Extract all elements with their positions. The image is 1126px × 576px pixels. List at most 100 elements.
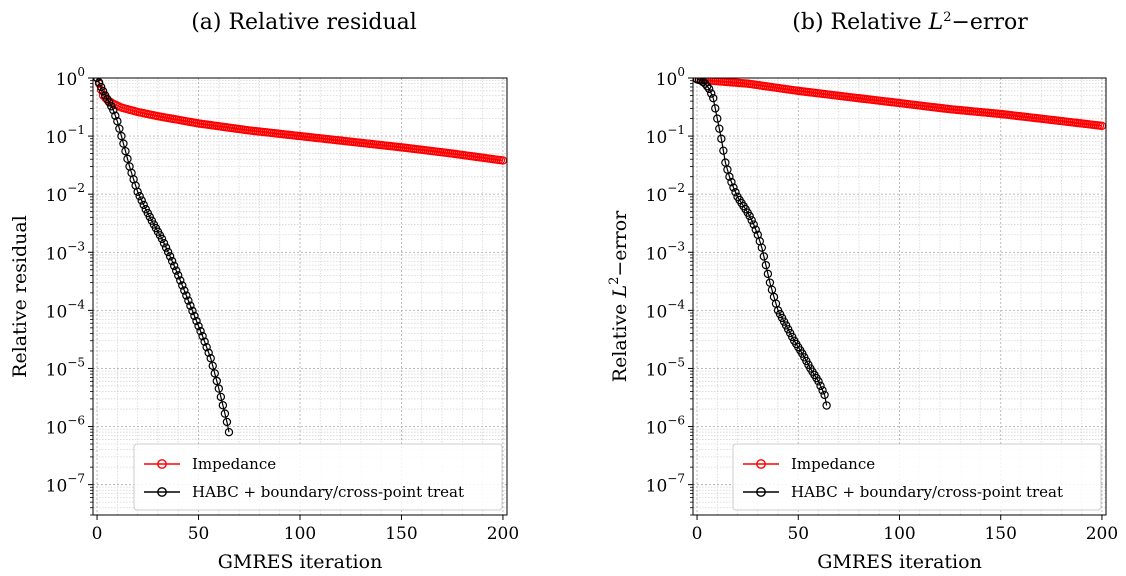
data-point-habc [167, 256, 177, 266]
data-point-habc [165, 252, 175, 261]
y-tick-label: 10−6 [646, 414, 685, 439]
data-point-habc [747, 216, 756, 225]
data-point-habc [218, 401, 228, 410]
data-point-habc [725, 172, 734, 181]
data-point-habc [204, 348, 213, 357]
data-point-habc [196, 326, 205, 336]
data-point-habc [176, 276, 185, 285]
data-point-habc [761, 260, 771, 270]
data-point-habc [820, 390, 829, 400]
y-tick-exponent: −6 [667, 414, 685, 428]
data-point-habc [745, 211, 754, 221]
y-tick-exponent: −2 [67, 181, 85, 195]
y-tick-label: 10−5 [646, 355, 685, 380]
data-point-habc [133, 187, 142, 196]
data-point-habc [200, 337, 209, 346]
legend: Impedance HABC + boundary/cross-point tre… [732, 443, 1102, 511]
y-tick-label: 10−3 [46, 239, 85, 264]
y-tick-label: 10−5 [46, 355, 85, 380]
data-point-habc [184, 296, 193, 305]
y-tick-label: 100 [656, 65, 685, 90]
y-tick-exponent: 0 [77, 65, 85, 79]
data-point-habc [109, 105, 118, 115]
data-layer [693, 78, 1106, 410]
y-tick-base: 10 [46, 477, 68, 497]
y-tick-base: 10 [656, 70, 678, 90]
chart-title-superscript: 2 [943, 10, 951, 25]
y-tick-base: 10 [646, 186, 668, 206]
x-tick-label: 0 [692, 524, 703, 544]
data-point-habc [115, 124, 124, 133]
y-axis-label-superscript: 2 [607, 277, 622, 285]
x-axis-label: GMRES iteration [218, 551, 383, 573]
data-point-habc [822, 401, 831, 410]
data-point-habc [96, 82, 106, 92]
y-tick-label: 10−2 [46, 181, 85, 206]
data-point-habc [711, 104, 720, 113]
x-axis-label: GMRES iteration [817, 551, 982, 573]
x-tick-label: 0 [92, 524, 103, 544]
data-point-habc [98, 87, 108, 96]
data-point-habc [713, 114, 722, 123]
y-tick-exponent: −5 [67, 355, 85, 369]
x-tick-label: 50 [787, 524, 809, 544]
data-point-habc [198, 331, 207, 341]
data-point-habc [206, 354, 215, 363]
data-point-habc [121, 146, 130, 156]
y-tick-label: 10−1 [46, 123, 85, 148]
data-point-habc [139, 200, 148, 210]
legend-label-habc: HABC + boundary/cross-point treat [192, 483, 464, 501]
y-tick-exponent: −7 [67, 472, 85, 486]
data-point-habc [751, 225, 760, 234]
data-point-habc [729, 183, 738, 192]
panel-b: 0 50 100 150 20010010−110−210−310−410−510−61… [607, 10, 1118, 573]
data-point-habc [816, 381, 825, 391]
chart-title-prefix: (b) Relative [792, 10, 928, 35]
y-tick-exponent: −2 [667, 181, 685, 195]
y-tick-base: 10 [46, 302, 68, 322]
data-point-habc [763, 269, 773, 279]
x-tick-label: 100 [284, 524, 316, 544]
y-tick-exponent: −4 [667, 297, 685, 311]
y-tick-label: 10−2 [646, 181, 685, 206]
data-point-habc [113, 117, 122, 126]
y-tick-exponent: −3 [67, 239, 85, 253]
chart-title: (a) Relative residual [191, 10, 417, 35]
data-point-habc [717, 134, 726, 143]
chart-title-suffix: −error [951, 10, 1028, 35]
y-tick-base: 10 [46, 244, 68, 264]
y-tick-label: 10−4 [646, 297, 686, 322]
y-axis-label: Relative L2−error [607, 210, 631, 382]
data-point-habc [220, 409, 230, 418]
legend-box [133, 443, 503, 511]
data-point-habc [222, 417, 232, 427]
data-point-habc [707, 89, 716, 98]
y-tick-exponent: 0 [677, 65, 685, 79]
legend-label-impedance: Impedance [192, 455, 276, 473]
x-tick-label: 200 [487, 524, 519, 544]
chart-title-variable: L [928, 10, 944, 35]
legend-marker-habc [756, 487, 766, 497]
y-tick-label: 10−7 [46, 472, 85, 497]
data-point-habc [194, 321, 203, 331]
data-point-habc [182, 291, 191, 300]
data-point-habc [224, 427, 234, 437]
data-point-habc [759, 252, 769, 261]
legend-box [732, 443, 1102, 511]
y-axis-label: Relative residual [9, 215, 31, 378]
y-tick-base: 10 [646, 360, 668, 380]
data-point-habc [186, 301, 195, 310]
data-point-habc [174, 271, 183, 280]
data-layer [93, 78, 507, 437]
y-tick-base: 10 [646, 477, 668, 497]
data-point-habc [159, 239, 169, 248]
y-tick-base: 10 [646, 419, 668, 439]
data-point-habc [202, 342, 211, 352]
y-tick-base: 10 [46, 186, 68, 206]
series-line-habc [696, 78, 828, 406]
data-point-habc [119, 139, 128, 148]
data-point-habc [700, 79, 710, 88]
data-point-habc [702, 82, 712, 91]
data-point-habc [180, 286, 189, 295]
data-point-habc [210, 369, 219, 378]
